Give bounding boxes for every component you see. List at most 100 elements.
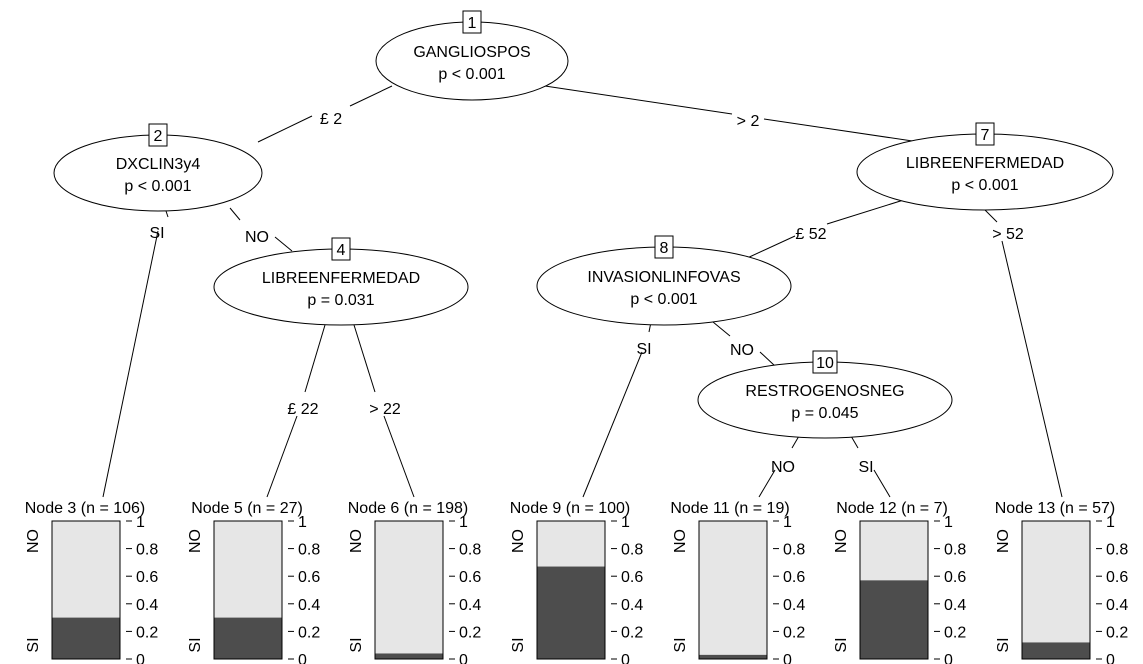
bar-category-label-no: NO: [510, 529, 527, 553]
edge-line: [274, 236, 293, 252]
axis-tick-label: 1: [944, 514, 953, 531]
axis-tick-label: 0.4: [944, 597, 966, 614]
node-id: 1: [468, 15, 477, 32]
edge-line: [759, 351, 776, 367]
bar-segment-no: [699, 521, 767, 655]
axis-tick-label: 0.6: [298, 569, 320, 586]
bar-segment-no: [860, 521, 928, 581]
edge-line: [544, 85, 733, 115]
edge-line: [102, 230, 159, 498]
axis-tick-label: 0.4: [783, 597, 805, 614]
bar-category-label-si: SI: [510, 637, 527, 652]
edge-line: [984, 209, 998, 223]
axis-tick-label: 0.6: [459, 569, 481, 586]
edge-label: £ 2: [320, 111, 342, 128]
terminal-node-label: Node 11 (n = 19): [670, 500, 789, 517]
node-id: 4: [337, 242, 346, 259]
axis-tick-label: 0.2: [298, 624, 320, 641]
axis-tick-label: 0: [1106, 652, 1115, 664]
node-id-box: [812, 350, 838, 374]
bar-category-label-no: NO: [995, 529, 1012, 553]
axis-tick-label: 1: [621, 514, 630, 531]
bar-category-label-si: SI: [187, 637, 204, 652]
axis-tick-label: 0.8: [459, 542, 481, 559]
bar-category-label-si: SI: [833, 637, 850, 652]
edge-line: [758, 469, 776, 498]
split-variable: DXCLIN3y4: [116, 156, 201, 173]
edge-line: [266, 415, 298, 498]
edge-line: [165, 210, 169, 218]
axis-tick-label: 0.4: [298, 597, 320, 614]
axis-tick-label: 0.8: [944, 542, 966, 559]
axis-tick-label: 0.6: [136, 569, 158, 586]
bar-frame: [51, 520, 121, 660]
terminal-node-label: Node 9 (n = 100): [510, 500, 631, 517]
axis-tick-label: 0: [459, 652, 468, 664]
bar-segment-si: [860, 580, 928, 659]
inner-node-ellipse: [375, 21, 569, 101]
axis-tick-label: 0.8: [1106, 542, 1128, 559]
axis-tick-label: 0.8: [136, 542, 158, 559]
axis-tick-label: 1: [783, 514, 792, 531]
terminal-node-label: Node 13 (n = 57): [995, 500, 1116, 517]
bar-frame: [213, 520, 283, 660]
axis-tick-label: 1: [459, 514, 468, 531]
axis-tick-label: 0.4: [621, 597, 643, 614]
bar-category-label-no: NO: [187, 529, 204, 553]
split-pvalue: p < 0.001: [124, 178, 191, 195]
edge-line: [1001, 240, 1063, 498]
node-id-box: [654, 235, 674, 259]
edge-line: [582, 351, 643, 498]
axis-tick-label: 0.8: [298, 542, 320, 559]
node-id-box: [462, 10, 482, 34]
axis-tick-label: 0.2: [1106, 624, 1128, 641]
bar-category-label-no: NO: [25, 529, 42, 553]
axis-tick-label: 0.2: [783, 624, 805, 641]
split-pvalue: p < 0.001: [438, 66, 505, 83]
terminal-node-label: Node 6 (n = 198): [348, 500, 469, 517]
split-pvalue: p = 0.031: [307, 292, 374, 309]
edge-line: [229, 207, 241, 221]
bar-segment-si: [52, 617, 120, 659]
axis-tick-label: 0.4: [459, 597, 481, 614]
edge-label: £ 22: [287, 401, 318, 418]
axis-tick-label: 1: [1106, 514, 1115, 531]
split-variable: GANGLIOSPOS: [413, 44, 530, 61]
axis-tick-label: 0: [136, 652, 145, 664]
split-variable: LIBREENFERMEDAD: [262, 270, 420, 287]
edge-line: [744, 235, 796, 260]
edge-line: [349, 85, 393, 107]
axis-tick-label: 0: [621, 652, 630, 664]
edge-label: SI: [636, 341, 651, 358]
axis-tick-label: 0.2: [621, 624, 643, 641]
edge-line: [383, 415, 415, 498]
axis-tick-label: 0.2: [944, 624, 966, 641]
axis-tick-label: 1: [136, 514, 145, 531]
axis-tick-label: 0.4: [136, 597, 158, 614]
edge-line: [257, 115, 313, 143]
edge-label: NO: [771, 459, 795, 476]
axis-tick-label: 0.2: [459, 624, 481, 641]
edge-line: [791, 435, 800, 449]
split-variable: INVASIONLINFOVAS: [587, 269, 740, 286]
bar-segment-si: [699, 654, 767, 659]
bar-segment-no: [375, 521, 443, 654]
edge-label: > 22: [369, 401, 401, 418]
split-pvalue: p = 0.045: [791, 405, 858, 422]
bar-category-label-si: SI: [995, 637, 1012, 652]
axis-tick-label: 0.6: [621, 569, 643, 586]
bar-category-label-si: SI: [348, 637, 365, 652]
bar-segment-no: [214, 521, 282, 618]
node-id: 7: [981, 127, 990, 144]
bar-category-label-no: NO: [833, 529, 850, 553]
edge-label: > 2: [737, 113, 760, 130]
axis-tick-label: 0.8: [621, 542, 643, 559]
axis-tick-label: 0: [783, 652, 792, 664]
node-id-box: [331, 237, 351, 261]
terminal-node-label: Node 12 (n = 7): [836, 500, 948, 517]
axis-tick-label: 0.8: [783, 542, 805, 559]
split-variable: RESTROGENOSNEG: [745, 383, 904, 400]
axis-tick-label: 0.6: [944, 569, 966, 586]
terminal-node-label: Node 5 (n = 27): [191, 500, 303, 517]
